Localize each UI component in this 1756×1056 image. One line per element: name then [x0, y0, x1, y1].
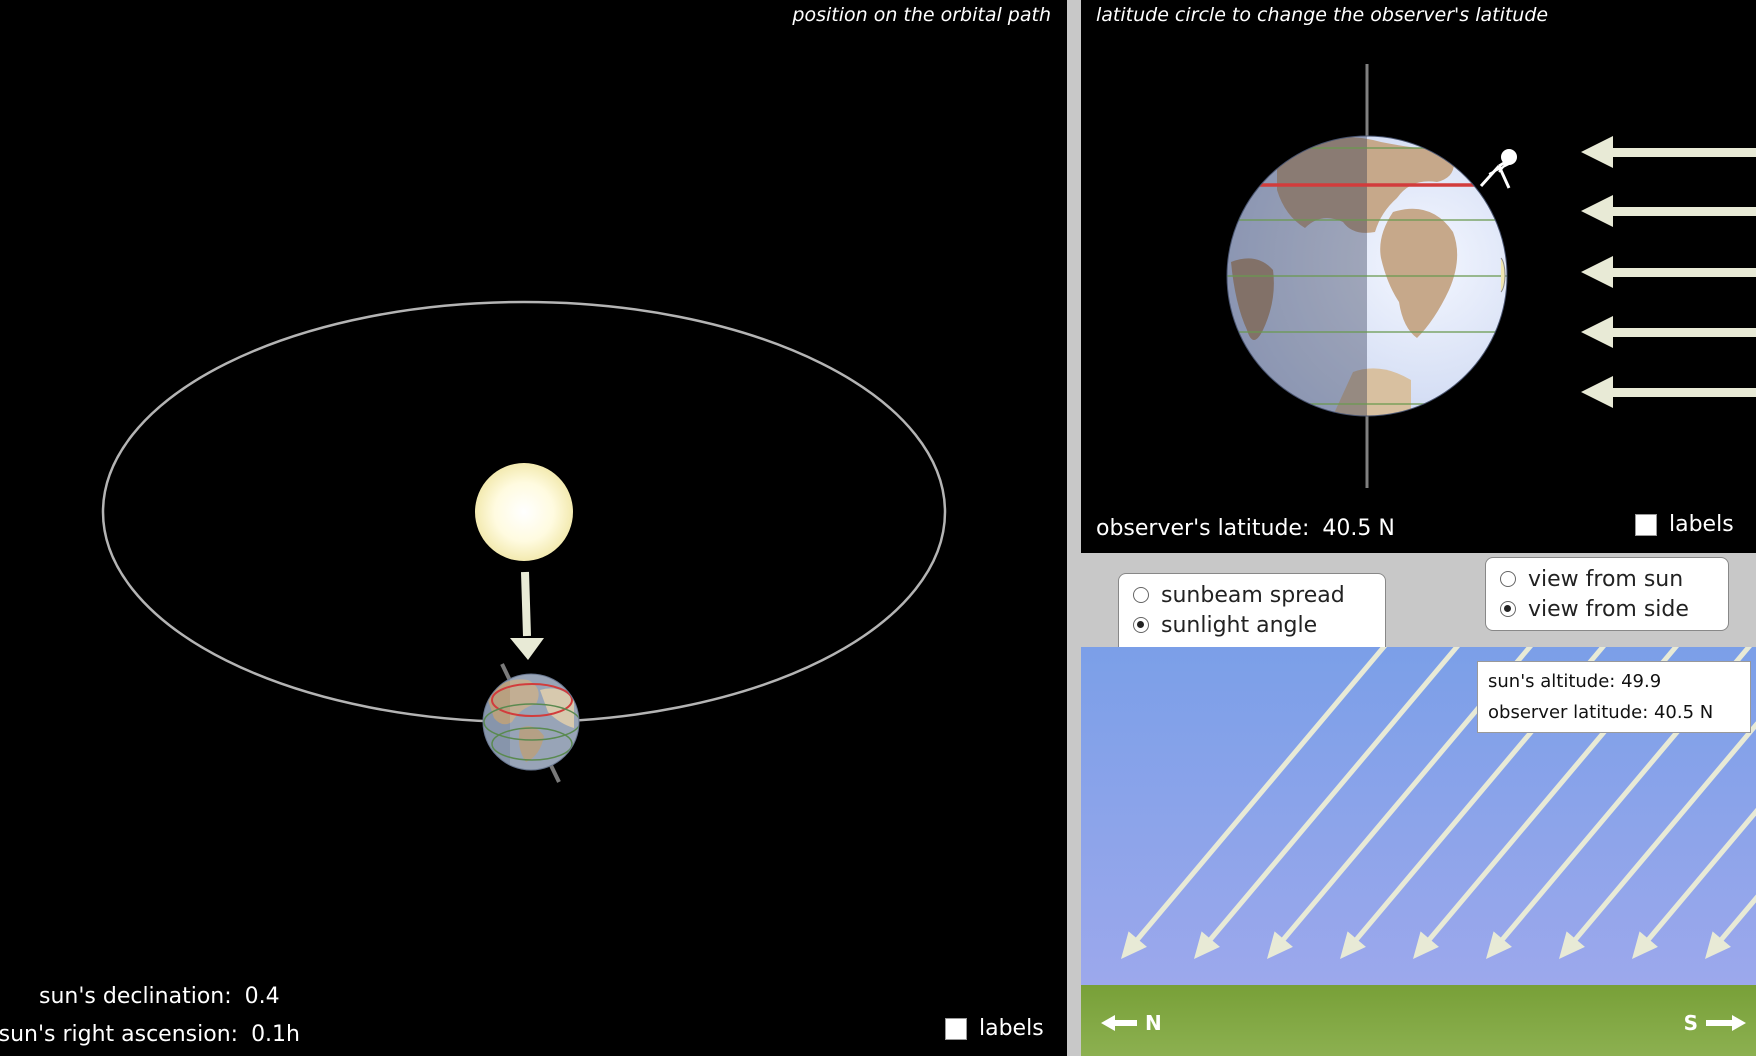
sunbeam-lines	[1121, 647, 1756, 959]
arrow-left-icon	[1101, 1015, 1137, 1031]
declination-label: sun's declination:	[39, 984, 232, 1009]
earth-labels-checkbox[interactable]: labels	[1635, 512, 1734, 537]
right-ascension-value: 0.1h	[251, 1022, 300, 1047]
sunbeam-arrowhead	[1486, 931, 1512, 959]
sunlight-angle-panel: sun's altitude: 49.9 observer latitude: …	[1081, 647, 1756, 1056]
earth-diagram	[1221, 64, 1756, 488]
earth-instruction-text: latitude circle to change the observer's…	[1096, 4, 1549, 26]
sun-icon	[475, 463, 573, 561]
north-label: N	[1145, 1011, 1162, 1035]
right-ascension-label: sun's right ascension:	[0, 1022, 239, 1047]
south-label: S	[1683, 1011, 1698, 1035]
declination-value: 0.4	[244, 984, 280, 1009]
earth-labels-checkbox-label: labels	[1669, 512, 1734, 537]
radio-button[interactable]	[1500, 601, 1516, 617]
sun-altitude-info-box: sun's altitude: 49.9 observer latitude: …	[1477, 661, 1751, 733]
radio-button[interactable]	[1133, 617, 1149, 633]
observer-latitude-readout: observer's latitude: 40.5 N	[1096, 516, 1395, 541]
incoming-sunlight-arrows	[1581, 136, 1756, 408]
mode-option-label: sunbeam spread	[1161, 582, 1345, 608]
observer-latitude-label: observer's latitude:	[1096, 516, 1310, 541]
sunbeam-arrowhead	[1194, 931, 1220, 959]
earth-view-panel[interactable]: latitude circle to change the observer's…	[1081, 0, 1756, 553]
earth-on-orbit[interactable]	[482, 663, 580, 783]
sunbeam-arrowhead	[1340, 931, 1366, 959]
observer-latitude-text: observer latitude: 40.5 N	[1488, 702, 1714, 723]
south-indicator: S	[1684, 1011, 1746, 1035]
sunbeam-arrowhead	[1559, 931, 1585, 959]
view-option-label: view from side	[1528, 596, 1689, 622]
sunbeam-line	[1566, 721, 1756, 950]
declination-readout: sun's declination: 0.4	[39, 984, 280, 1009]
right-ascension-readout: sun's right ascension: 0.1h	[0, 1022, 300, 1047]
radio-button[interactable]	[1500, 571, 1516, 587]
mode-option-label: sunlight angle	[1161, 612, 1318, 638]
ground	[1081, 985, 1756, 1056]
orbit-labels-checkbox[interactable]: labels	[945, 1016, 1044, 1041]
arrow-right-icon	[1706, 1015, 1746, 1031]
observer-latitude-value: 40.5 N	[1322, 516, 1395, 541]
sunbeam-line	[1639, 807, 1756, 950]
sunbeam-line	[1274, 647, 1533, 950]
sunbeam-arrowhead	[1121, 931, 1147, 959]
sunbeam-arrowhead	[1267, 931, 1293, 959]
checkbox-box[interactable]	[1635, 513, 1657, 536]
sunbeam-arrowhead	[1632, 931, 1658, 959]
view-option-from-side[interactable]: view from side	[1500, 594, 1714, 624]
radio-button[interactable]	[1133, 587, 1149, 603]
orbit-instruction-text: position on the orbital path	[792, 4, 1051, 26]
sunbeam-line	[1201, 647, 1460, 950]
orbit-view-panel[interactable]: position on the orbital path sun's decli…	[0, 0, 1067, 1056]
view-radio-group[interactable]: view from sun view from side	[1485, 557, 1729, 631]
sun-direction-arrow	[510, 571, 544, 660]
mode-option-sunbeam-spread[interactable]: sunbeam spread	[1133, 580, 1371, 610]
mode-radio-group[interactable]: sunbeam spread sunlight angle	[1118, 573, 1386, 655]
observer-icon[interactable]	[1479, 149, 1517, 189]
sunbeam-line	[1128, 647, 1387, 950]
sunlight-angle-diagram	[1081, 647, 1756, 1056]
earth-globe[interactable]	[1221, 130, 1513, 430]
checkbox-box[interactable]	[945, 1017, 967, 1040]
orbit-diagram	[101, 300, 947, 783]
north-indicator: N	[1101, 1011, 1162, 1035]
view-option-from-sun[interactable]: view from sun	[1500, 564, 1714, 594]
sun-altitude-text: sun's altitude: 49.9	[1488, 671, 1662, 692]
sunbeam-arrowhead	[1413, 931, 1439, 959]
sunbeam-arrowhead	[1705, 931, 1731, 959]
orbit-labels-checkbox-label: labels	[979, 1016, 1044, 1041]
view-option-label: view from sun	[1528, 566, 1684, 592]
mode-option-sunlight-angle[interactable]: sunlight angle	[1133, 610, 1371, 640]
